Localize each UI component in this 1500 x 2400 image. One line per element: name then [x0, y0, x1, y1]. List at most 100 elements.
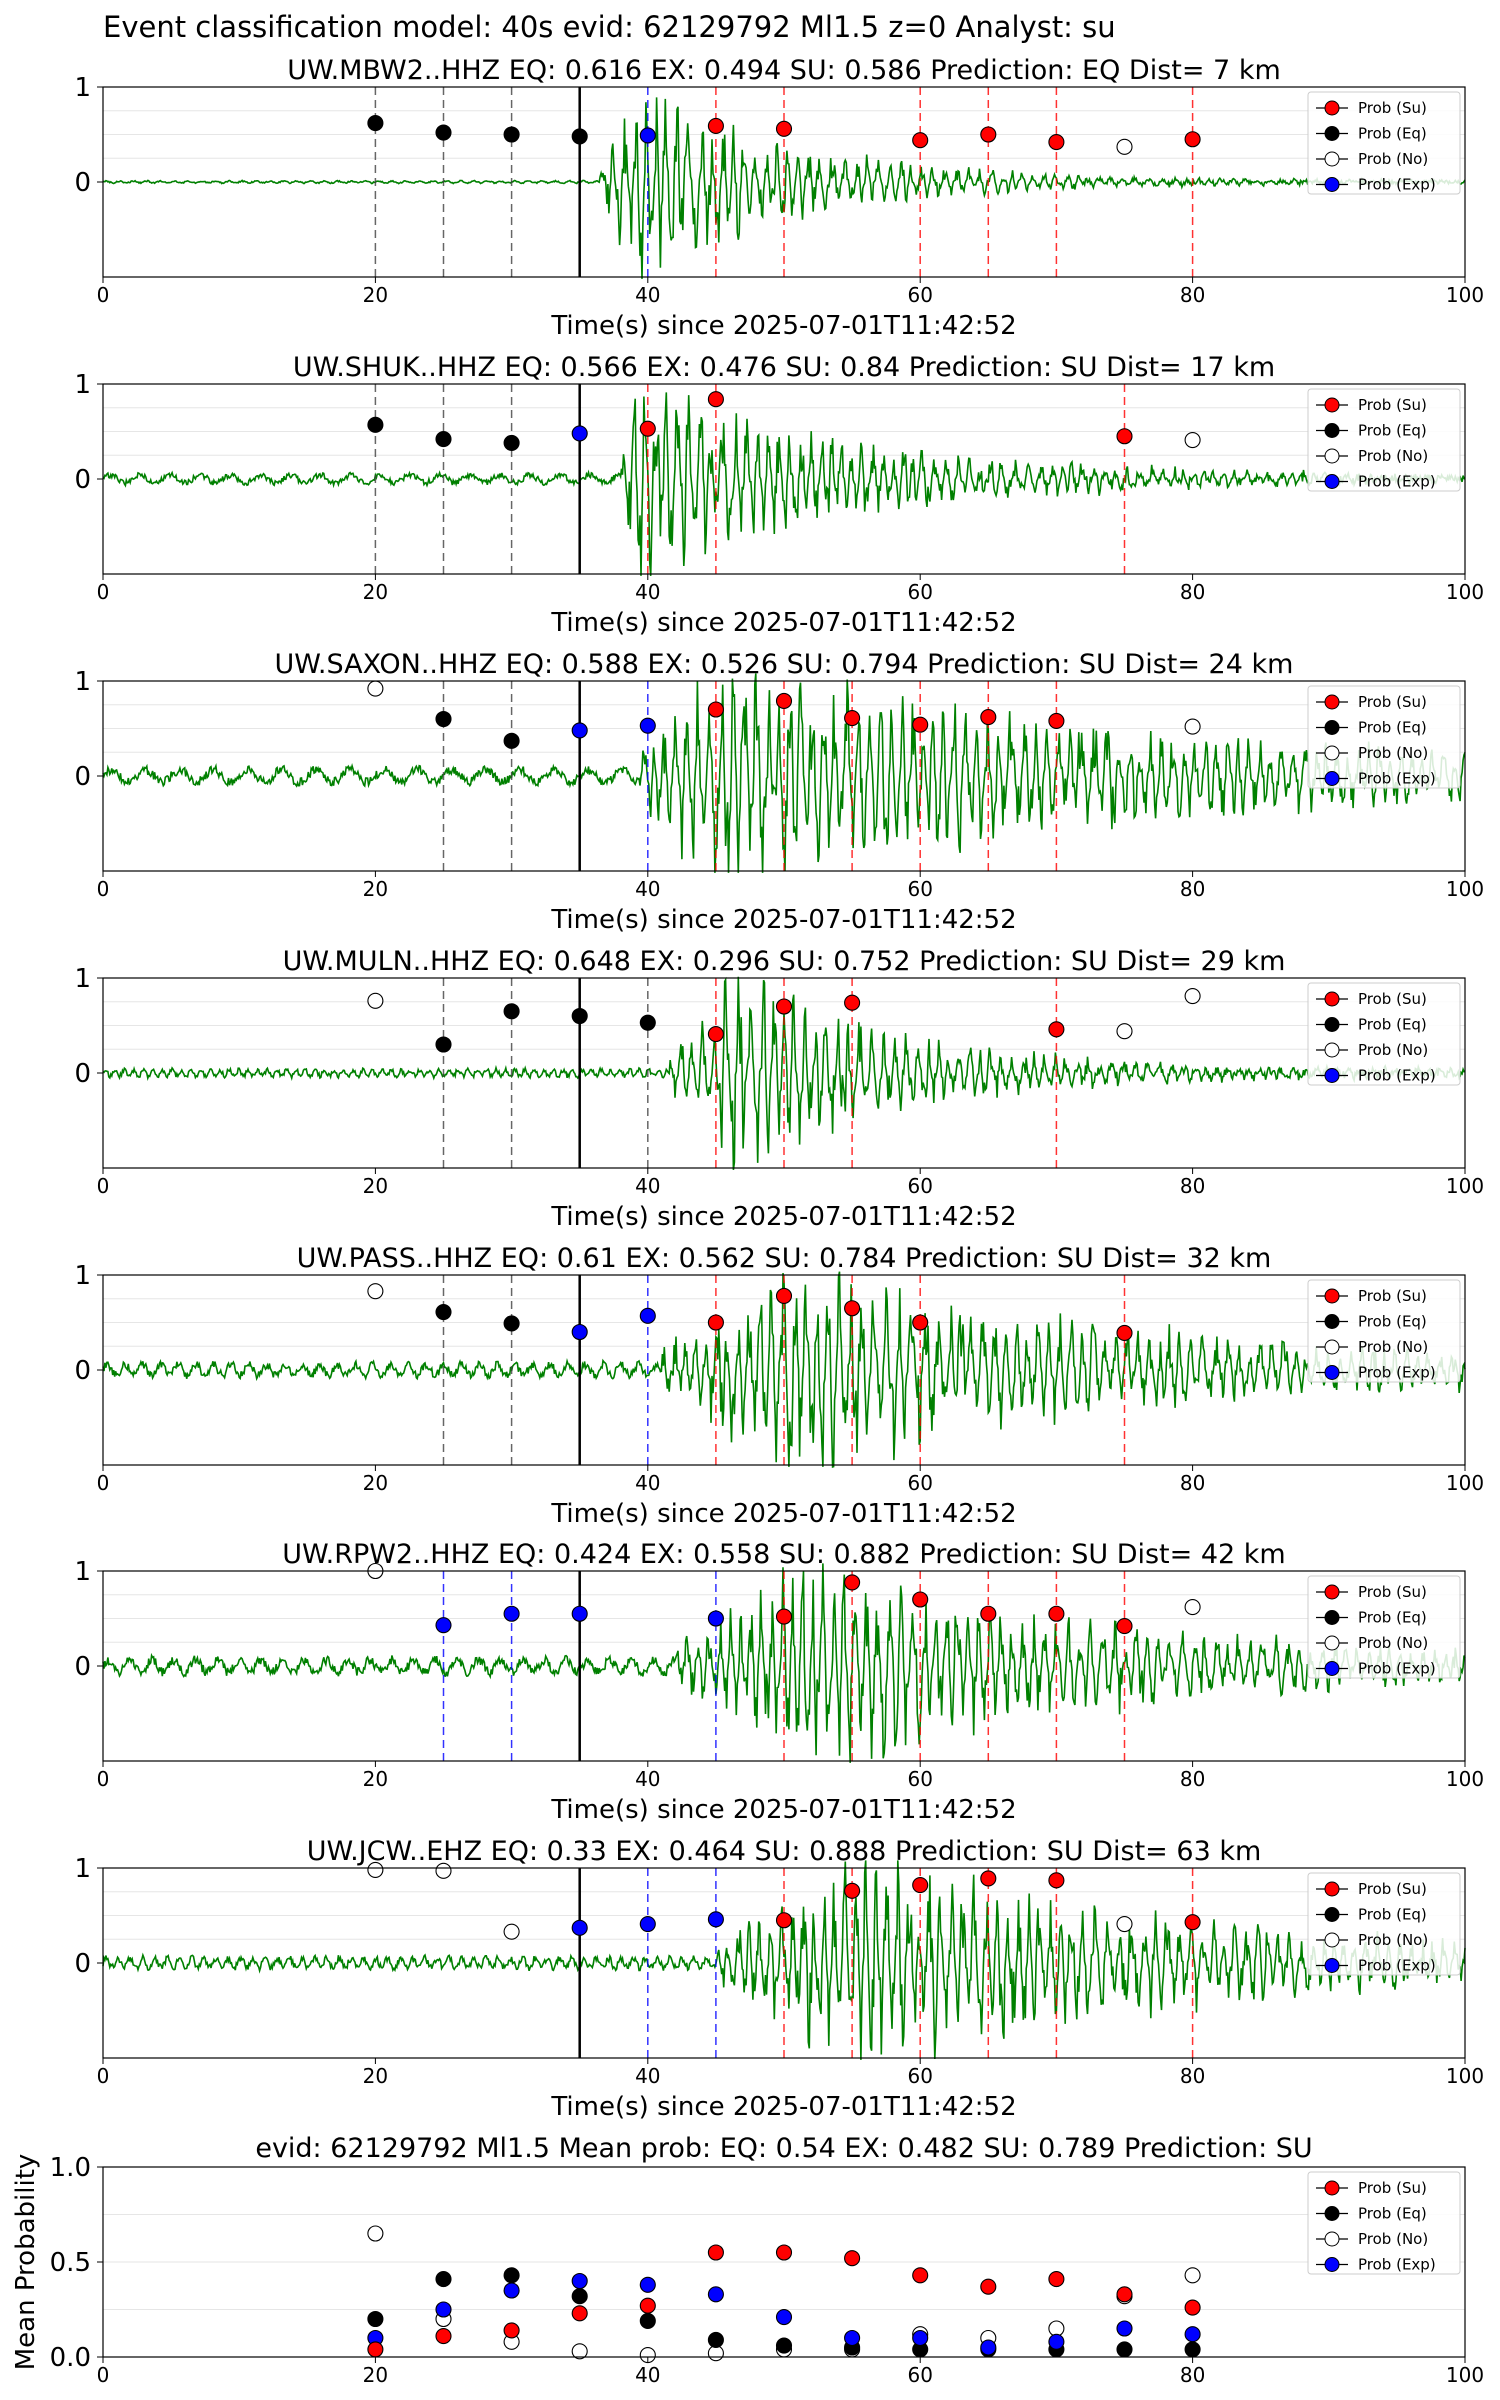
prob-point-su: [1048, 1021, 1065, 1038]
x-tick-label: 100: [1446, 877, 1484, 901]
legend-marker-eq: [1324, 126, 1340, 141]
legend-marker-su: [1324, 991, 1340, 1007]
station-panel-1: UW.MBW2..HHZ EQ: 0.616 EX: 0.494 SU: 0.5…: [74, 55, 1484, 341]
mean-point-exp: [639, 2276, 656, 2293]
x-tick-label: 0: [97, 1174, 110, 1198]
y-tick-label: 0: [74, 1356, 91, 1386]
prob-point-su: [1184, 1914, 1201, 1931]
legend-box: [1307, 1575, 1461, 1679]
legend-label-exp: Prob (Exp): [1358, 473, 1436, 491]
prob-point-exp: [639, 717, 656, 734]
mean-point-exp: [1048, 2333, 1065, 2350]
x-tick-label: 100: [1446, 1767, 1484, 1791]
mean-point-su: [707, 2244, 724, 2261]
prob-point-eq: [503, 732, 520, 749]
prob-point-su: [639, 420, 656, 437]
legend-marker-eq: [1324, 720, 1340, 735]
x-tick-label: 20: [363, 1767, 388, 1791]
y-tick-label: 0: [74, 168, 91, 198]
mean-point-su: [503, 2322, 520, 2339]
axes-frame: [102, 383, 1466, 575]
legend-marker-exp: [1324, 1958, 1340, 1973]
prob-point-su: [1116, 428, 1133, 445]
x-tick-label: 20: [363, 580, 388, 604]
x-tick-label: 20: [363, 1174, 388, 1198]
prob-point-su: [844, 1882, 861, 1899]
prob-point-exp: [639, 127, 656, 144]
legend-label-no: Prob (No): [1358, 1634, 1428, 1652]
mean-point-eq: [775, 2337, 793, 2354]
legend-label-su: Prob (Su): [1358, 693, 1427, 711]
legend-label-su: Prob (Su): [1358, 1287, 1427, 1305]
y-tick-label: 1: [74, 73, 91, 103]
legend-marker-exp: [1324, 474, 1340, 489]
x-tick-label: 40: [635, 1174, 660, 1198]
legend-marker-exp: [1324, 1661, 1340, 1676]
legend-marker-eq: [1324, 1017, 1340, 1032]
legend-label-su: Prob (Su): [1358, 2179, 1427, 2197]
y-tick-label: 1.0: [50, 2153, 91, 2183]
prob-point-exp: [571, 425, 588, 442]
legend-marker-no: [1324, 1042, 1340, 1058]
prob-point-su: [912, 1591, 929, 1608]
legend-marker-su: [1324, 397, 1340, 413]
x-tick-label: 80: [1180, 580, 1205, 604]
prob-point-eq: [367, 115, 384, 132]
legend-box: [1307, 388, 1461, 492]
x-tick-label: 100: [1446, 2363, 1484, 2387]
legend-label-exp: Prob (Exp): [1358, 770, 1436, 788]
prob-point-eq: [571, 128, 588, 145]
x-tick-label: 20: [363, 2064, 388, 2088]
prob-point-no: [1184, 987, 1201, 1005]
legend-marker-no: [1324, 2231, 1340, 2247]
x-tick-label: 80: [1180, 1767, 1205, 1791]
legend-marker-su: [1324, 1881, 1340, 1897]
prob-point-su: [1184, 131, 1201, 148]
legend-marker-eq: [1324, 1314, 1340, 1329]
x-tick-label: 100: [1446, 283, 1484, 307]
waveform-trace: [102, 673, 1466, 873]
prob-point-exp: [503, 1605, 520, 1622]
x-tick-label: 20: [363, 877, 388, 901]
y-tick-label: 0: [74, 1652, 91, 1682]
station-panel-7: UW.JCW..EHZ EQ: 0.33 EX: 0.464 SU: 0.888…: [74, 1836, 1484, 2122]
x-axis-label: Time(s) since 2025-07-01T11:42:52: [550, 2092, 1016, 2122]
legend-label-eq: Prob (Eq): [1358, 125, 1427, 143]
legend-label-eq: Prob (Eq): [1358, 1313, 1427, 1331]
legend-label-no: Prob (No): [1358, 1338, 1428, 1356]
x-tick-label: 40: [635, 2363, 660, 2387]
x-tick-label: 60: [907, 2064, 932, 2088]
mean-panel-title: evid: 62129792 Ml1.5 Mean prob: EQ: 0.54…: [255, 2133, 1312, 2164]
legend-box: [1307, 91, 1461, 195]
x-axis-label: Time(s) since 2025-07-01T11:42:52: [550, 311, 1016, 341]
mean-point-su: [1116, 2286, 1133, 2303]
prob-point-no: [367, 1861, 384, 1878]
legend-marker-su: [1324, 1288, 1340, 1304]
x-tick-label: 40: [635, 580, 660, 604]
x-tick-label: 40: [635, 877, 660, 901]
mean-point-exp: [980, 2339, 997, 2356]
y-tick-label: 1: [74, 1854, 91, 1884]
legend-label-exp: Prob (Exp): [1358, 1957, 1436, 1975]
x-tick-label: 0: [97, 877, 110, 901]
x-tick-label: 60: [907, 1174, 932, 1198]
prob-point-no: [1184, 431, 1201, 449]
panel-title: UW.SHUK..HHZ EQ: 0.566 EX: 0.476 SU: 0.8…: [293, 352, 1275, 383]
station-panel-3: UW.SAXON..HHZ EQ: 0.588 EX: 0.526 SU: 0.…: [74, 649, 1484, 935]
mean-point-su: [435, 2328, 452, 2345]
x-tick-label: 40: [635, 1767, 660, 1791]
mean-point-eq: [707, 2331, 724, 2348]
y-tick-label: 1: [74, 1557, 91, 1587]
waveform-trace: [102, 1860, 1466, 2060]
x-tick-label: 40: [635, 1471, 660, 1495]
prob-point-eq: [367, 416, 384, 433]
prob-point-exp: [571, 722, 588, 739]
prob-point-su: [1048, 134, 1065, 151]
mean-point-no: [367, 2225, 384, 2242]
x-tick-label: 100: [1446, 2064, 1484, 2088]
prob-point-su: [912, 1877, 929, 1894]
x-tick-label: 20: [363, 283, 388, 307]
prob-point-su: [707, 1314, 724, 1331]
prob-point-eq: [435, 710, 452, 728]
prob-point-su: [912, 132, 929, 149]
